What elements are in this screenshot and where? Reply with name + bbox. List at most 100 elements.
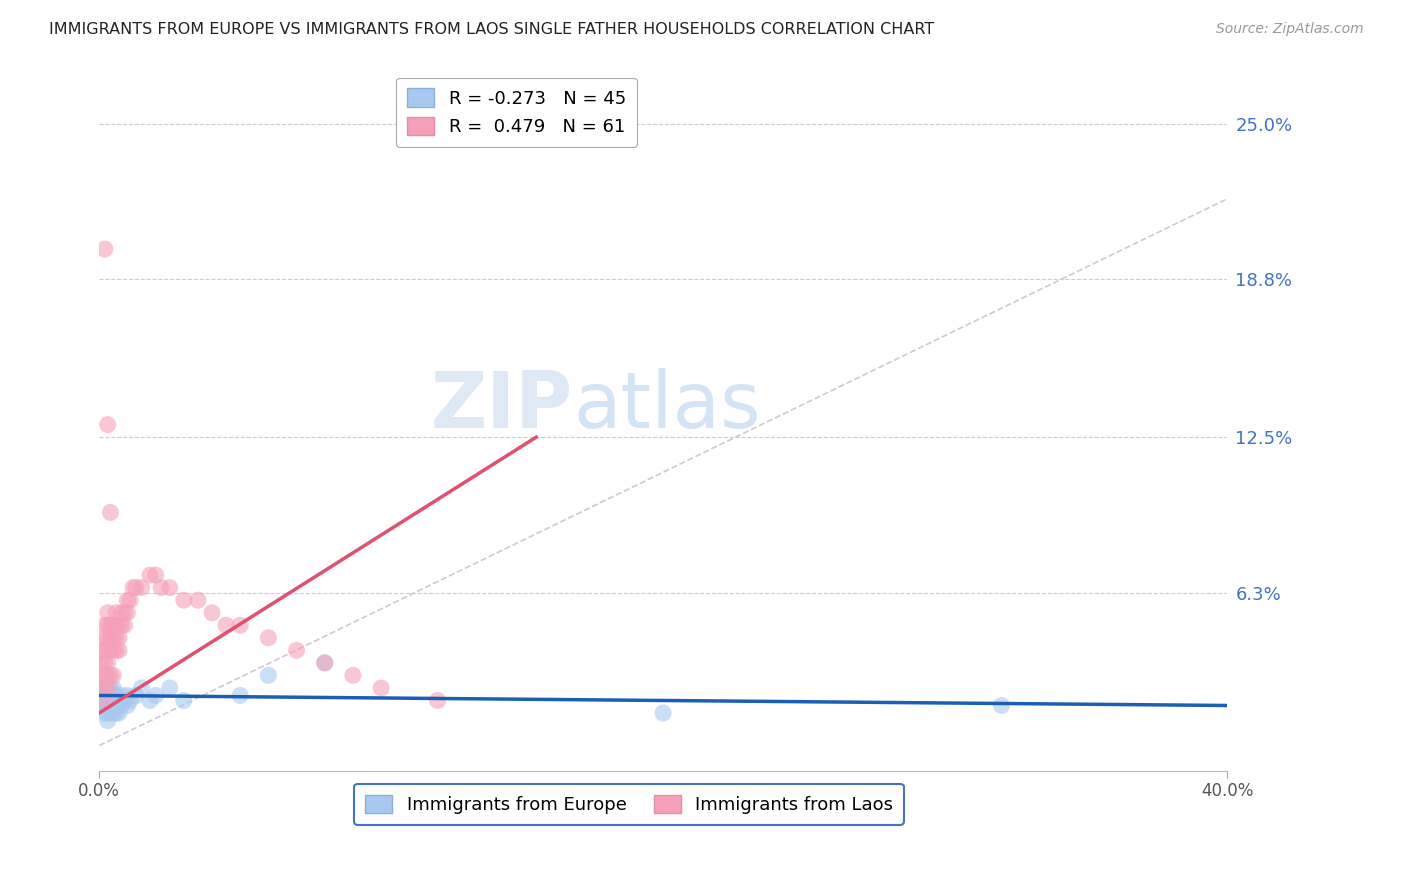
Point <box>105 698 128 713</box>
Text: IMMIGRANTS FROM EUROPE VS IMMIGRANTS FROM LAOS SINGLE FATHER HOUSEHOLDS CORRELAT: IMMIGRANTS FROM EUROPE VS IMMIGRANTS FRO… <box>49 22 935 37</box>
Point <box>94 242 117 256</box>
Point <box>105 706 128 720</box>
Point <box>117 606 139 620</box>
Point <box>91 698 114 713</box>
Point <box>94 681 117 695</box>
Point <box>94 631 117 645</box>
Point <box>229 618 252 632</box>
Point <box>159 581 181 595</box>
Point <box>105 689 128 703</box>
Point <box>97 681 120 695</box>
Point <box>103 693 125 707</box>
Point <box>100 706 122 720</box>
Point <box>111 618 134 632</box>
Point <box>91 689 114 703</box>
Point <box>100 698 122 713</box>
Point <box>94 693 117 707</box>
Point <box>100 681 122 695</box>
Legend: Immigrants from Europe, Immigrants from Laos: Immigrants from Europe, Immigrants from … <box>354 784 904 825</box>
Point <box>114 606 136 620</box>
Point <box>201 606 224 620</box>
Point <box>103 643 125 657</box>
Point <box>103 681 125 695</box>
Point <box>108 643 131 657</box>
Point <box>120 693 142 707</box>
Point <box>229 689 252 703</box>
Point <box>103 706 125 720</box>
Point <box>105 631 128 645</box>
Point <box>108 618 131 632</box>
Point <box>100 631 122 645</box>
Point <box>139 693 162 707</box>
Point <box>103 618 125 632</box>
Point <box>125 689 148 703</box>
Text: atlas: atlas <box>572 368 761 443</box>
Point <box>105 606 128 620</box>
Point <box>103 689 125 703</box>
Point <box>145 689 167 703</box>
Point <box>342 668 364 682</box>
Point <box>97 631 120 645</box>
Point <box>100 643 122 657</box>
Point <box>97 681 120 695</box>
Point <box>111 698 134 713</box>
Point <box>97 606 120 620</box>
Point <box>94 618 117 632</box>
Point <box>125 581 148 595</box>
Point <box>103 698 125 713</box>
Point <box>97 693 120 707</box>
Point <box>94 681 117 695</box>
Point <box>111 689 134 703</box>
Point <box>97 714 120 728</box>
Point <box>103 631 125 645</box>
Text: Source: ZipAtlas.com: Source: ZipAtlas.com <box>1216 22 1364 37</box>
Point <box>91 656 114 670</box>
Point <box>94 668 117 682</box>
Point <box>285 643 308 657</box>
Point <box>94 643 117 657</box>
Point <box>173 693 195 707</box>
Point <box>114 693 136 707</box>
Point <box>990 698 1012 713</box>
Point <box>114 618 136 632</box>
Point <box>117 593 139 607</box>
Point <box>97 689 120 703</box>
Point <box>94 698 117 713</box>
Point <box>117 698 139 713</box>
Point <box>314 656 336 670</box>
Point <box>120 593 142 607</box>
Point <box>108 693 131 707</box>
Point <box>215 618 238 632</box>
Point <box>105 643 128 657</box>
Point <box>314 656 336 670</box>
Point <box>111 606 134 620</box>
Point <box>97 618 120 632</box>
Point <box>652 706 675 720</box>
Point <box>108 631 131 645</box>
Point <box>94 693 117 707</box>
Point <box>97 643 120 657</box>
Point <box>100 505 122 519</box>
Point <box>150 581 173 595</box>
Point <box>100 668 122 682</box>
Point <box>94 689 117 703</box>
Point <box>97 706 120 720</box>
Point <box>105 618 128 632</box>
Point <box>97 698 120 713</box>
Point <box>131 681 153 695</box>
Point <box>187 593 209 607</box>
Point <box>91 643 114 657</box>
Point <box>426 693 449 707</box>
Point <box>122 581 145 595</box>
Point <box>100 693 122 707</box>
Point <box>145 568 167 582</box>
Point <box>370 681 392 695</box>
Point <box>103 668 125 682</box>
Point <box>108 706 131 720</box>
Point <box>91 693 114 707</box>
Point <box>257 631 280 645</box>
Point <box>94 706 117 720</box>
Point <box>97 417 120 432</box>
Point <box>94 656 117 670</box>
Point <box>159 681 181 695</box>
